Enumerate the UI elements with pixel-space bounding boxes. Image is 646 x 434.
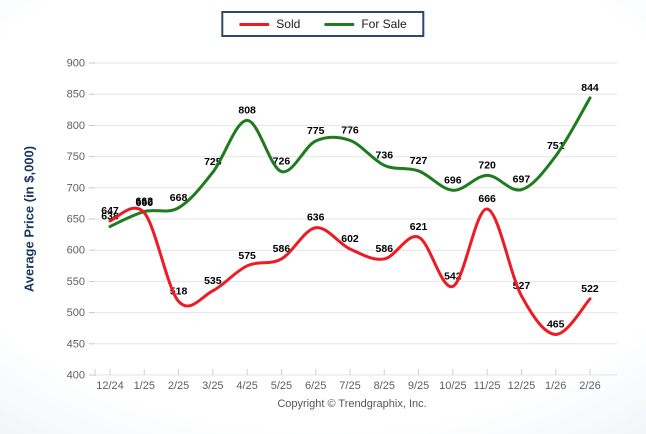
series-line-for-sale (108, 96, 592, 228)
svg-text:11/25: 11/25 (474, 380, 501, 392)
svg-text:2/26: 2/26 (579, 380, 600, 392)
svg-text:2/25: 2/25 (168, 380, 189, 392)
svg-text:9/25: 9/25 (408, 380, 429, 392)
svg-text:400: 400 (67, 370, 85, 382)
svg-text:550: 550 (67, 276, 85, 288)
svg-text:450: 450 (67, 338, 85, 350)
svg-text:12/24: 12/24 (96, 380, 124, 392)
svg-text:535: 535 (204, 275, 222, 287)
svg-text:700: 700 (67, 182, 85, 194)
legend-label-for-sale: For Sale (361, 17, 407, 31)
svg-text:5/25: 5/25 (271, 380, 292, 392)
svg-text:850: 850 (67, 89, 85, 101)
svg-text:465: 465 (547, 318, 565, 330)
svg-text:8/25: 8/25 (374, 380, 395, 392)
svg-text:720: 720 (478, 159, 496, 171)
svg-text:650: 650 (67, 214, 85, 226)
gridlines (89, 62, 617, 376)
svg-text:586: 586 (273, 243, 291, 255)
svg-text:844: 844 (581, 82, 599, 94)
svg-text:727: 727 (410, 155, 428, 167)
svg-text:696: 696 (444, 174, 462, 186)
svg-text:662: 662 (136, 196, 154, 208)
svg-text:3/25: 3/25 (202, 380, 223, 392)
svg-text:736: 736 (376, 149, 394, 161)
legend-label-sold: Sold (276, 17, 301, 31)
svg-text:776: 776 (341, 124, 359, 136)
svg-text:10/25: 10/25 (439, 380, 467, 392)
svg-text:697: 697 (513, 174, 531, 186)
series-line-sold (108, 206, 592, 336)
legend-item-for-sale: For Sale (324, 17, 407, 31)
svg-text:586: 586 (376, 243, 394, 255)
svg-text:500: 500 (67, 307, 85, 319)
legend-item-sold: Sold (239, 17, 300, 31)
data-labels: 6476605185355755866366025866215426665274… (101, 82, 599, 330)
svg-text:750: 750 (67, 151, 85, 163)
svg-text:602: 602 (341, 233, 359, 245)
svg-text:775: 775 (307, 125, 325, 137)
svg-text:668: 668 (170, 192, 188, 204)
for-sale-line-swatch (324, 22, 355, 26)
svg-text:666: 666 (478, 193, 496, 205)
svg-text:1/25: 1/25 (134, 380, 155, 392)
svg-text:621: 621 (410, 221, 428, 233)
svg-text:4/25: 4/25 (236, 380, 257, 392)
legend: Sold For Sale (221, 11, 425, 37)
svg-text:575: 575 (238, 250, 256, 262)
svg-text:800: 800 (67, 120, 85, 132)
x-axis-labels: 12/24 1/25 2/25 3/25 4/25 5/25 6/25 7/25 8/25 9/2… (96, 380, 600, 392)
y-axis-labels: 400 450 500 550 600 650 700 750 800 850 900 (67, 58, 85, 382)
svg-text:522: 522 (581, 283, 599, 295)
svg-text:7/25: 7/25 (339, 380, 360, 392)
copyright-text: Copyright © Trendgraphix, Inc. (277, 398, 427, 410)
svg-text:12/25: 12/25 (508, 380, 536, 392)
svg-text:636: 636 (307, 212, 325, 224)
svg-text:900: 900 (67, 58, 85, 70)
svg-text:808: 808 (238, 104, 256, 116)
svg-text:600: 600 (67, 245, 85, 257)
sold-line-swatch (239, 22, 270, 26)
svg-text:6/25: 6/25 (305, 380, 326, 392)
y-axis-title: Average Price (in $,000) (21, 145, 37, 293)
svg-text:726: 726 (273, 156, 291, 168)
svg-text:647: 647 (101, 205, 119, 217)
svg-text:1/26: 1/26 (545, 380, 566, 392)
svg-text:660: 660 (136, 197, 154, 209)
